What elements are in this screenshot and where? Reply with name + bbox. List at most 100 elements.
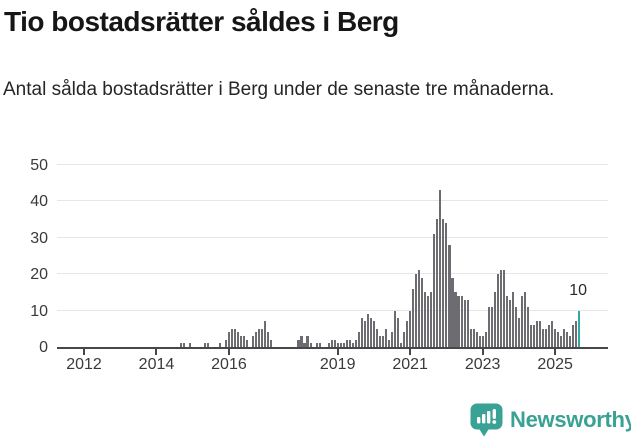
bar [523,292,526,347]
newsworthy-icon [470,403,503,437]
gridline [57,273,608,274]
x-tick-label: 2019 [319,356,356,373]
bar [206,343,209,347]
newsworthy-logo: Newsworthy [470,403,631,437]
bar [300,336,303,347]
bar [520,295,523,347]
bar [472,328,475,347]
chart-subtitle: Antal sålda bostadsrätter i Berg under d… [3,79,555,100]
bar [397,317,400,347]
bar [454,292,457,347]
x-tick-label: 2023 [464,356,501,373]
bar [297,339,300,347]
bar [237,332,240,347]
gridline [57,309,608,311]
gridline [57,163,608,165]
bar [381,336,385,347]
bar [457,295,460,347]
bar [378,336,382,347]
bar [243,336,246,347]
bar [224,339,228,347]
bar [566,332,569,347]
y-tick-label: 10 [30,302,48,320]
bar [357,332,360,347]
y-tick-label: 0 [39,339,48,356]
bar [514,306,517,347]
bar [481,336,484,347]
bar [496,274,499,347]
bar [270,339,273,347]
bar [412,288,415,347]
bar [529,325,533,347]
bar [339,343,342,347]
x-tick-label: 2016 [211,356,247,373]
x-tick [227,349,230,355]
x-tick [409,349,412,355]
page-title: Tio bostadsrätter såldes i Berg [4,6,399,37]
bar [348,339,351,347]
gridline [57,200,608,201]
bar [532,325,536,347]
bar [363,321,366,347]
bar [303,343,306,347]
bar [563,328,566,347]
bar [409,310,412,347]
bar [369,317,372,347]
bar [318,343,321,347]
y-tick-label: 50 [30,156,48,174]
bar [403,332,406,347]
brand-name: Newsworthy [510,407,631,432]
bar [366,314,369,347]
bar [255,332,258,347]
x-tick-label: 2012 [66,356,102,373]
bar [545,328,548,347]
last-value-label: 10 [569,281,588,299]
x-tick [155,349,158,355]
bar [505,295,508,347]
bar [418,270,421,347]
bar [436,219,439,347]
bar [342,343,345,347]
bar [487,306,490,347]
bar [542,328,545,347]
bar [557,332,560,347]
bar [415,274,418,347]
bar [478,336,481,347]
bar [493,292,496,347]
bar [345,339,348,347]
bar [230,328,234,347]
bar [421,277,424,347]
bar [227,332,231,347]
bar [548,325,551,347]
bar [460,295,463,347]
bar [333,339,336,347]
bar [466,299,469,347]
bar [490,306,493,347]
x-tick-label: 2021 [392,356,428,373]
bar [267,332,270,347]
bar [484,332,487,347]
bar [536,321,539,347]
bar [391,332,394,347]
bar [469,328,472,347]
gridline [57,236,608,238]
bar [203,343,206,347]
x-tick [83,349,85,355]
bar [569,336,572,347]
bar [354,339,357,347]
bar [375,328,379,347]
bar [439,190,442,347]
bar [475,332,478,347]
plot-area [57,160,608,349]
bar [360,317,363,347]
bar [240,336,243,347]
bar [252,336,255,347]
bar [551,321,554,347]
y-tick-label: 20 [30,266,48,283]
bar [188,343,191,347]
bar [508,299,511,347]
y-tick-label: 30 [30,229,48,247]
bar [560,336,563,347]
